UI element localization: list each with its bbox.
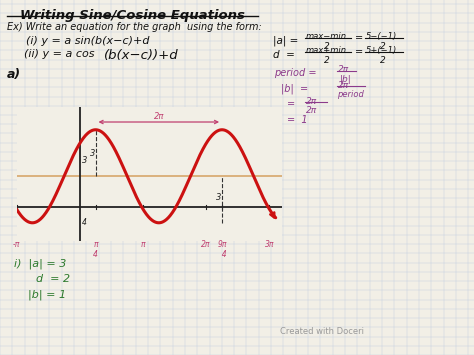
Text: -π: -π [13, 240, 20, 249]
Text: 2: 2 [324, 42, 329, 51]
Text: 2π: 2π [154, 112, 164, 121]
Text: Ex) Write an equation for the graph  using the form:: Ex) Write an equation for the graph usin… [7, 22, 262, 32]
Text: |b|  =: |b| = [281, 83, 308, 94]
Text: |a| =: |a| = [273, 36, 298, 46]
Text: =  1: = 1 [287, 115, 308, 125]
Text: =: = [355, 47, 363, 57]
Text: Writing Sine/Cosine Equations: Writing Sine/Cosine Equations [20, 9, 245, 22]
Text: 2π: 2π [306, 106, 317, 115]
Text: 3: 3 [82, 156, 88, 165]
Text: 2: 2 [380, 56, 386, 65]
Text: 3: 3 [90, 148, 95, 158]
Text: 2π: 2π [337, 81, 348, 89]
Text: 5+(−1): 5+(−1) [366, 46, 397, 55]
Text: =: = [287, 99, 295, 109]
Text: 5−(−1): 5−(−1) [366, 32, 397, 41]
Text: 2: 2 [380, 42, 386, 51]
Text: =: = [355, 33, 363, 43]
Text: 2π: 2π [201, 240, 211, 249]
Text: (i) y = a sin(b(x−c)+d: (i) y = a sin(b(x−c)+d [26, 36, 150, 45]
Text: max+min: max+min [306, 46, 346, 55]
Text: |b|: |b| [340, 75, 352, 84]
Text: 3π: 3π [264, 240, 274, 249]
Text: Created with Doceri: Created with Doceri [280, 327, 364, 336]
Text: |b| = 1: |b| = 1 [28, 289, 66, 300]
Text: π
4: π 4 [93, 240, 98, 259]
Text: 2π: 2π [337, 65, 348, 74]
Text: max−min: max−min [306, 32, 346, 41]
Text: (b(x−c))+d: (b(x−c))+d [104, 49, 179, 62]
Text: (ii) y = a cos: (ii) y = a cos [24, 49, 94, 59]
Text: 3: 3 [216, 193, 222, 202]
Text: i)  |a| = 3: i) |a| = 3 [14, 258, 66, 269]
Text: period =: period = [274, 68, 317, 78]
Text: π: π [141, 240, 146, 249]
Text: 2π: 2π [306, 97, 317, 105]
Text: 4: 4 [82, 218, 87, 227]
Text: a): a) [7, 68, 21, 81]
Text: period: period [337, 90, 364, 99]
Text: d  =: d = [273, 50, 294, 60]
Text: 9π
  4: 9π 4 [217, 240, 227, 259]
Text: d  = 2: d = 2 [36, 274, 70, 284]
Text: 2: 2 [324, 56, 329, 65]
